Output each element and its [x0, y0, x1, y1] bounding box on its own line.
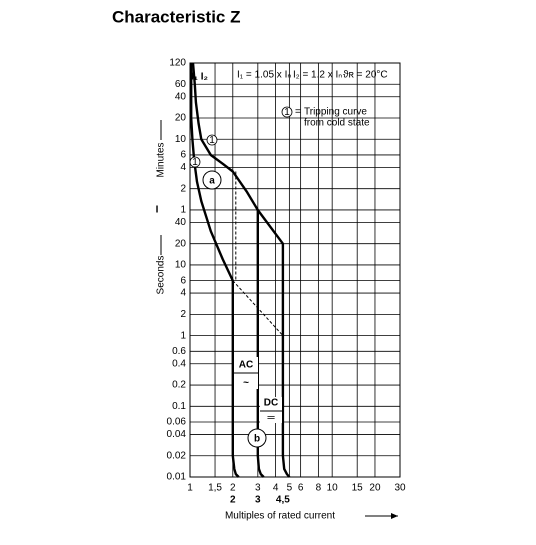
legend-marker: [281, 106, 293, 118]
y-tick-label: 20: [175, 238, 187, 249]
trip-curve: [191, 62, 291, 478]
x-tick-label: 10: [327, 483, 339, 494]
ac-symbol: ~: [243, 378, 249, 389]
y-tick-label: 0.2: [172, 380, 186, 391]
y-tick-label: 10: [175, 260, 187, 271]
curve-marker-lower: [189, 156, 201, 168]
legend-line-1: Tripping curve: [304, 107, 367, 118]
y-tick-label: 40: [175, 217, 187, 228]
y-tick-label: 0.02: [167, 450, 187, 461]
x-axis-arrowhead: [391, 513, 398, 519]
limit-tick-label: 4,5: [276, 495, 290, 506]
chart-title: Characteristic Z: [112, 7, 241, 26]
y-tick-label: 0.6: [172, 346, 186, 357]
x-tick-label: 1,5: [208, 483, 222, 494]
legend-equals: =: [295, 107, 301, 118]
x-tick-label: 5: [287, 483, 293, 494]
y-tick-label: 10: [175, 134, 187, 145]
y-tick-label: 120: [169, 58, 186, 69]
dc-bg: [260, 397, 282, 423]
legend-line-2: from cold state: [304, 118, 370, 129]
label-a-circle: [202, 170, 222, 190]
curve-marker-upper-label: 1: [209, 135, 215, 146]
x-tick-label: 20: [369, 483, 381, 494]
legend-marker-label: 1: [284, 107, 290, 118]
y-tick-label: 40: [175, 91, 187, 102]
curve-marker-upper: [206, 134, 218, 146]
x-axis-label: Multiples of rated current: [225, 511, 335, 522]
y-tick-label: 0.04: [167, 429, 187, 440]
label-b-circle: [247, 428, 267, 448]
y-tick-label: 6: [180, 150, 186, 161]
y-tick-label: 20: [175, 113, 187, 124]
seconds-label: Seconds: [156, 256, 167, 295]
minutes-label: Minutes: [156, 142, 167, 177]
trip-curve: [190, 63, 240, 478]
y-tick-label: 60: [175, 79, 187, 90]
y-tick-label: 2: [180, 183, 186, 194]
y-tick-label: 6: [180, 275, 186, 286]
limit-tick-label: 3: [255, 495, 261, 506]
dc-label: DC: [264, 398, 278, 409]
x-tick-label: 6: [298, 483, 304, 494]
i1-definition: I₁ = 1.05 x Iₙ: [237, 70, 291, 81]
x-tick-label: 8: [316, 483, 322, 494]
i2-definition: I₂ = 1.2 x Iₙ: [293, 70, 342, 81]
y-tick-label: 0.06: [167, 417, 187, 428]
y-tick-label: 0.1: [172, 401, 186, 412]
x-tick-label: 2: [230, 483, 236, 494]
y-tick-label: 0.01: [167, 472, 187, 483]
y-tick-label: 1: [180, 205, 186, 216]
label-b: b: [254, 434, 260, 445]
label-a: a: [209, 176, 215, 187]
dashed-line: [232, 280, 284, 336]
x-tick-label: 4: [273, 483, 279, 494]
plot-frame: [189, 62, 401, 478]
temperature: ϑʀ = 20°C: [343, 70, 388, 81]
curve-marker-lower-label: 1: [192, 157, 198, 168]
ac-label: AC: [239, 360, 253, 371]
limit-tick-label: 2: [230, 495, 236, 506]
y-tick-label: 4: [180, 288, 186, 299]
y-tick-label: 2: [180, 309, 186, 320]
y-tick-label: 1: [180, 330, 186, 341]
x-tick-label: 15: [352, 483, 364, 494]
x-tick-label: 1: [187, 483, 193, 494]
x-tick-label: 3: [255, 483, 261, 494]
dc-symbol: ═: [266, 413, 275, 424]
current-symbols: I₁ I₂: [191, 72, 208, 83]
x-tick-label: 30: [394, 483, 406, 494]
axis-symbol: I: [156, 205, 159, 216]
y-tick-label: 0.4: [172, 358, 186, 369]
y-tick-label: 4: [180, 162, 186, 173]
